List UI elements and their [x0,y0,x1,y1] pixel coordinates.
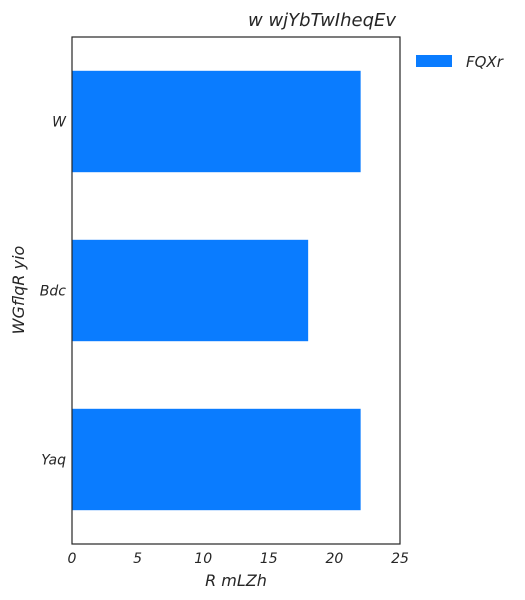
legend: FQXr [416,53,504,71]
y-axis-label: WGflqR yio [9,245,28,334]
plot-frame [71,36,401,545]
x-tick-label-5: 5 [133,551,142,567]
x-axis-label: R mLZh [205,571,267,590]
y-tick-label-w: W [52,115,67,131]
x-tick-label-25: 25 [391,551,409,567]
y-tick-label-yaq: Yaq [41,453,66,469]
y-tick-label-bdc: Bdc [40,284,66,300]
y-tick-labels: W Bdc Yaq [40,115,67,469]
bar-bdc [72,239,309,342]
legend-swatch [416,55,452,67]
legend-label: FQXr [466,53,504,71]
x-tick-label-10: 10 [194,551,212,567]
chart-title: w wjYbTwIheqEv [248,10,396,31]
x-tick-label-0: 0 [68,551,77,567]
bar-w [72,70,361,173]
x-tick-label-15: 15 [260,551,278,567]
x-tick-label-20: 20 [325,551,343,567]
bars-group [72,70,361,511]
bar-yaq [72,408,361,511]
x-tick-labels: 0 5 10 15 20 25 [68,551,409,567]
